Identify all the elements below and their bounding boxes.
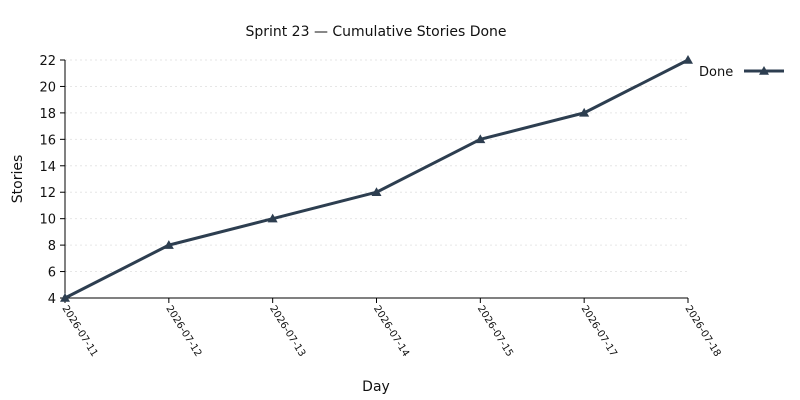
x-tick-label: 2026-07-11 — [59, 304, 99, 359]
y-tick-label: 8 — [48, 239, 56, 254]
legend-marker-done — [759, 66, 769, 75]
x-tick-label: 2026-07-13 — [267, 304, 307, 359]
data-point — [60, 293, 70, 302]
y-tick-label: 6 — [48, 266, 56, 281]
data-point — [475, 134, 486, 144]
x-tick-label: 2026-07-18 — [682, 304, 722, 359]
data-point — [683, 55, 693, 64]
x-tick-label: 2026-07-15 — [475, 304, 515, 359]
x-tick-label: 2026-07-17 — [579, 304, 619, 359]
y-axis-ticks: 4 6 8 10 12 14 16 18 20 22 — [39, 54, 65, 307]
legend-label-done: Done — [699, 65, 733, 80]
series-line-done — [64, 58, 689, 300]
data-point — [267, 213, 278, 223]
x-axis-ticks: 2026-07-11 2026-07-12 2026-07-13 2026-07-14… — [59, 298, 723, 359]
x-tick-label: 2026-07-14 — [371, 304, 411, 359]
series-layer — [60, 55, 693, 302]
chart-title: Sprint 23 — Cumulative Stories Done — [245, 24, 506, 40]
y-tick-label: 4 — [48, 292, 56, 307]
legend: Done — [699, 65, 784, 80]
data-point — [163, 240, 174, 249]
data-point — [579, 107, 590, 117]
y-axis-label: Stories — [10, 155, 26, 204]
grid-lines — [65, 59, 688, 299]
x-axis-label: Day — [362, 379, 390, 395]
x-tick-label: 2026-07-12 — [163, 304, 203, 359]
y-tick-label: 22 — [39, 54, 56, 69]
y-tick-label: 10 — [39, 213, 56, 228]
y-tick-label: 16 — [39, 133, 56, 148]
y-tick-label: 14 — [39, 160, 56, 175]
data-point — [371, 187, 382, 196]
y-tick-label: 20 — [39, 80, 56, 95]
y-tick-label: 18 — [39, 107, 56, 122]
y-tick-label: 12 — [39, 186, 56, 201]
